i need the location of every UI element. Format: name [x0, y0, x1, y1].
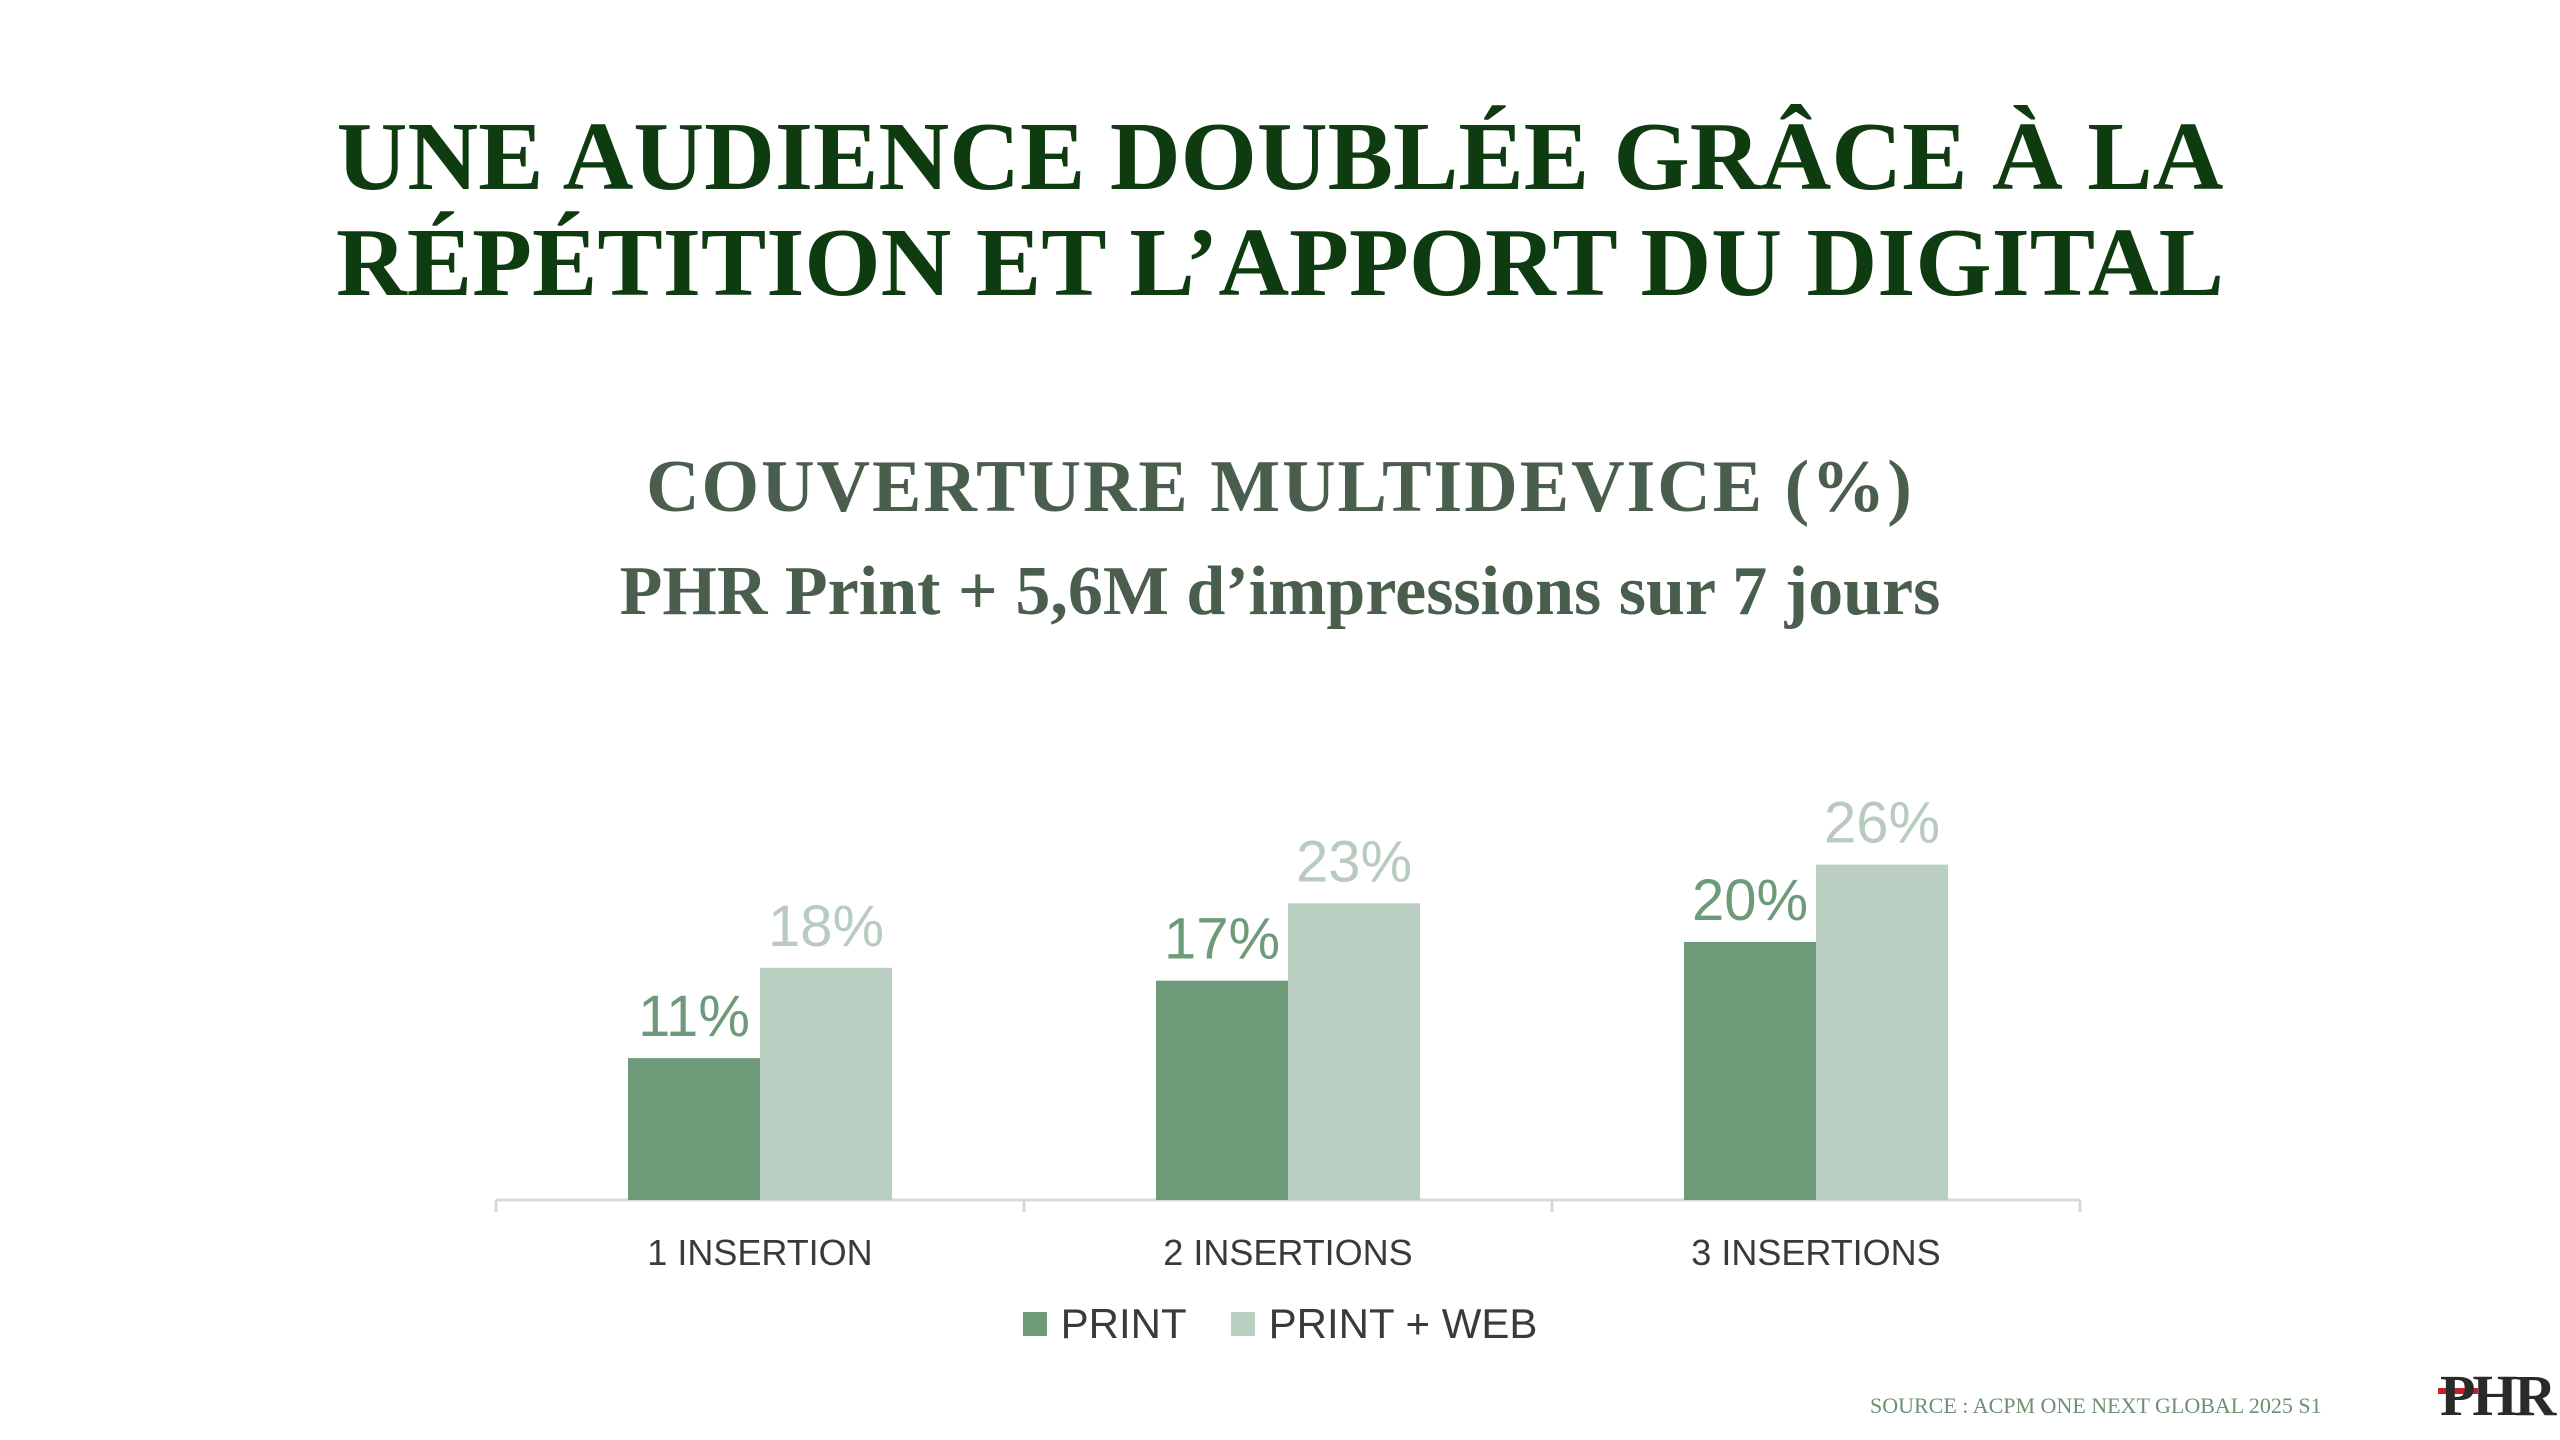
title-line-2: RÉPÉTITION ET L’APPORT DU DIGITAL	[335, 209, 2225, 317]
bar-print-web	[1288, 903, 1420, 1200]
data-label: 26%	[1824, 791, 1940, 856]
bar-print-web	[760, 967, 892, 1200]
data-label: 23%	[1296, 829, 1412, 894]
x-tick-label: 2 INSERTIONS	[1163, 1232, 1412, 1273]
legend-item-print: PRINT	[1022, 1300, 1187, 1348]
data-label: 11%	[638, 984, 750, 1049]
data-label: 20%	[1692, 868, 1808, 933]
x-tick-label: 1 INSERTION	[647, 1232, 872, 1273]
legend-item-print-web: PRINT + WEB	[1230, 1300, 1538, 1348]
chart-subtitle-2: PHR Print + 5,6M d’impressions sur 7 jou…	[619, 553, 1941, 630]
legend-swatch-print	[1022, 1312, 1047, 1336]
phr-logo: PHR	[2440, 1363, 2556, 1428]
bar-print	[628, 1058, 760, 1200]
legend-label-print-web: PRINT + WEB	[1268, 1300, 1538, 1347]
x-tick-label: 3 INSERTIONS	[1691, 1232, 1940, 1273]
bar-print	[1684, 942, 1816, 1200]
bar-print-web	[1816, 864, 1948, 1200]
chart-legend: PRINT PRINT + WEB	[0, 1300, 2560, 1348]
logo-accent	[2438, 1388, 2478, 1394]
page-title: UNE AUDIENCE DOUBLÉE GRÂCE À LA RÉPÉTITI…	[0, 104, 2560, 316]
chart-subtitle: COUVERTURE MULTIDEVICE (%)	[646, 446, 1914, 528]
title-line-1: UNE AUDIENCE DOUBLÉE GRÂCE À LA	[336, 103, 2224, 211]
legend-swatch-print-web	[1230, 1312, 1255, 1336]
data-label: 17%	[1164, 907, 1280, 972]
data-label: 18%	[768, 894, 884, 959]
legend-label-print: PRINT	[1060, 1300, 1187, 1347]
bar-print	[1156, 980, 1288, 1200]
source-note: SOURCE : ACPM ONE NEXT GLOBAL 2025 S1	[1870, 1393, 2322, 1418]
